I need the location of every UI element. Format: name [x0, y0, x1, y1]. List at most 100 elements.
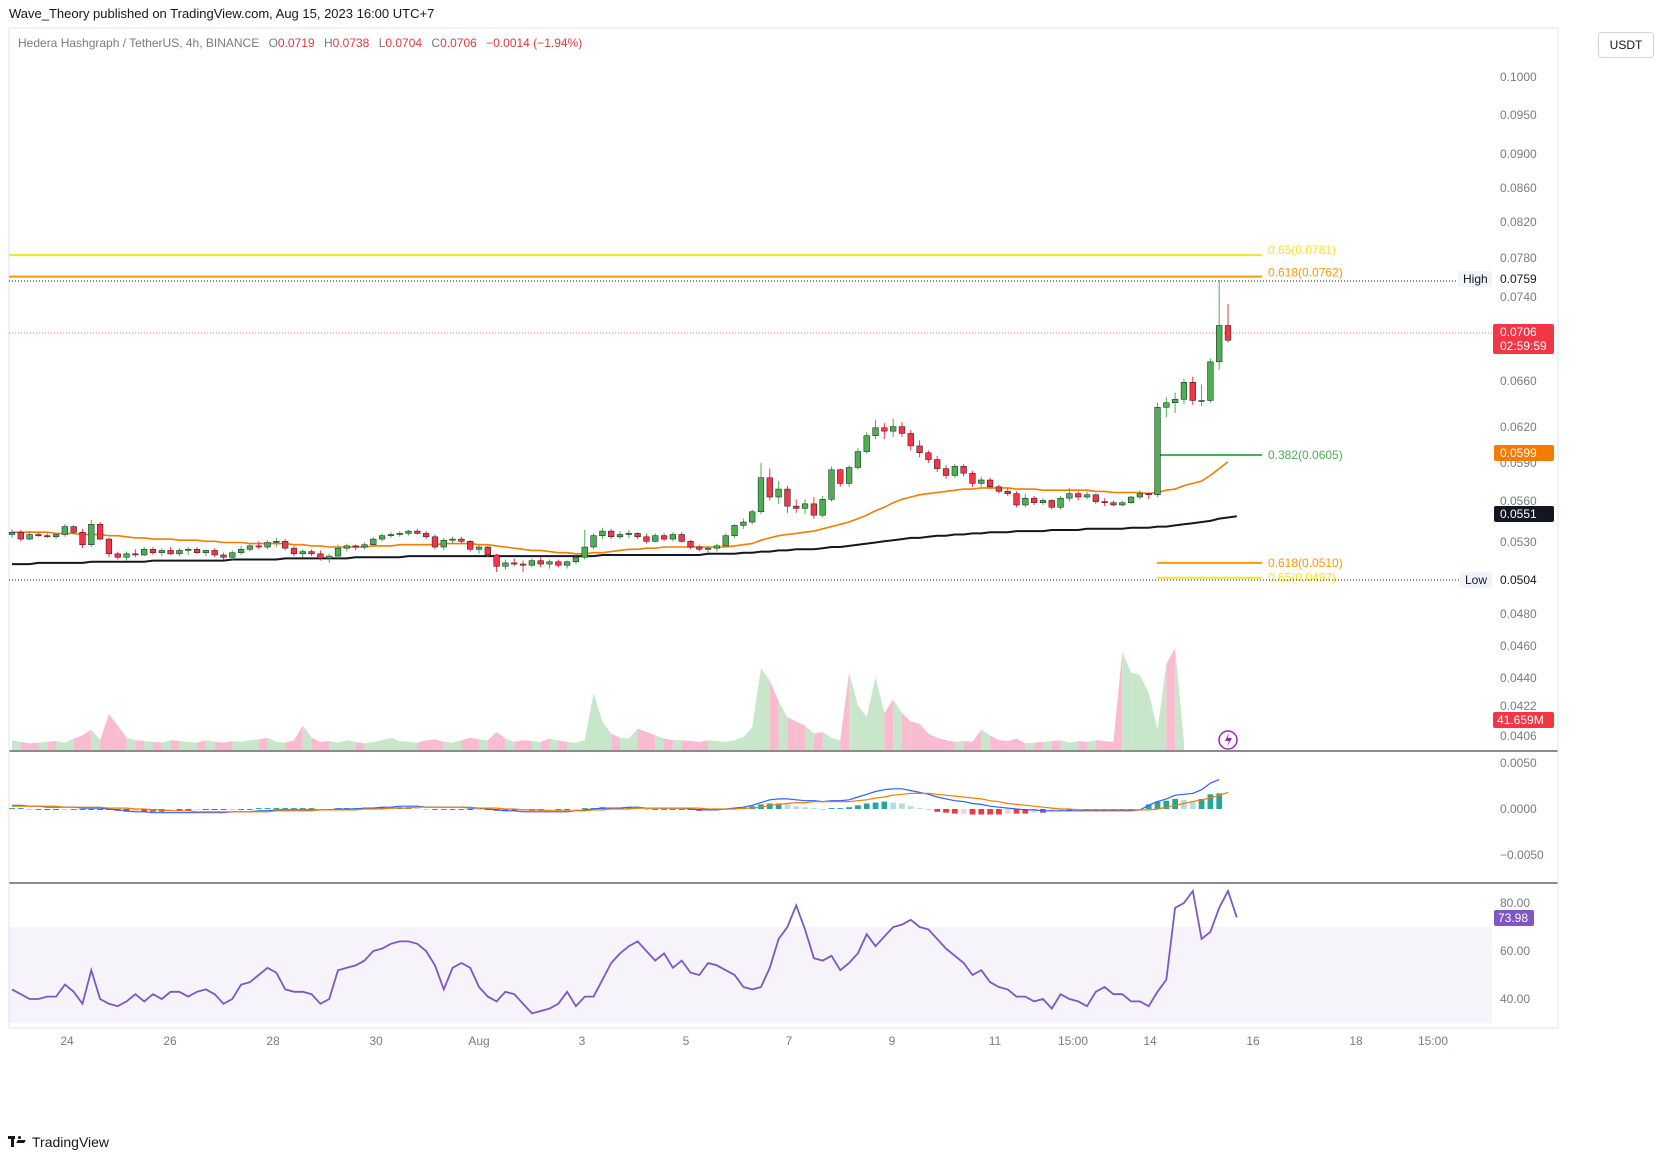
macd-histogram-bar: [264, 808, 271, 810]
macd-histogram-bar: [766, 803, 773, 809]
volume-area-segment: [470, 737, 480, 750]
macd-histogram-bar: [793, 806, 800, 809]
macd-histogram-bar: [423, 809, 430, 810]
volume-area-segment: [223, 741, 233, 750]
macd-histogram-bar: [1172, 798, 1178, 809]
candle-body: [237, 549, 245, 553]
macd-histogram-bar: [916, 808, 923, 810]
macd-axis-tick: −0.0050: [1500, 848, 1544, 862]
macd-histogram-bar: [819, 809, 826, 810]
macd-histogram-bar: [863, 803, 870, 809]
macd-histogram-bar: [194, 809, 200, 810]
volume-area-segment: [1175, 648, 1184, 750]
volume-area-segment: [302, 725, 312, 750]
candle-body: [282, 541, 289, 549]
macd-histogram-bar: [987, 809, 993, 815]
macd-histogram-bar: [960, 809, 967, 814]
symbol-title[interactable]: Hedera Hashgraph / TetherUS, 4h, BINANCE: [18, 36, 260, 50]
macd-histogram-bar: [1066, 809, 1073, 811]
volume-area-segment: [699, 740, 709, 750]
volume-area-segment: [1166, 648, 1176, 750]
macd-histogram-bar: [379, 807, 385, 809]
volume-area-segment: [1104, 741, 1114, 750]
price-axis-tick: 0.0422: [1500, 699, 1537, 713]
price-axis-tick: 0.0820: [1500, 215, 1537, 229]
candle-body: [660, 535, 668, 540]
macd-histogram-bar: [255, 808, 262, 810]
macd-histogram-bar: [1057, 809, 1064, 811]
candle-body: [907, 433, 914, 447]
macd-histogram-bar: [440, 809, 447, 810]
macd-histogram-bar: [581, 808, 588, 810]
price-axis-tick: 0.1000: [1500, 70, 1537, 84]
brand-name[interactable]: TradingView: [32, 1134, 110, 1150]
candle-body: [740, 521, 747, 526]
candle-body: [158, 550, 165, 553]
volume-area-segment: [1060, 740, 1070, 750]
candle-body: [1013, 493, 1020, 506]
volume-area-segment: [716, 741, 726, 750]
candle-body: [1136, 493, 1143, 498]
macd-histogram-bar: [299, 808, 306, 810]
volume-area-segment: [258, 737, 268, 750]
candle-body: [361, 544, 368, 548]
high-price-tag: 0.0759: [1500, 272, 1537, 286]
volume-area-segment: [893, 699, 902, 750]
rsi-axis-tick: 40.00: [1500, 992, 1530, 1006]
volume-area-segment: [161, 740, 171, 750]
volume-area-segment: [637, 728, 647, 750]
fib-level-label: 0.618(0.0762): [1268, 266, 1343, 280]
candle-body: [326, 555, 333, 559]
candle-body: [17, 531, 24, 540]
candle-body: [925, 452, 932, 460]
volume-area-segment: [100, 714, 109, 750]
volume-area-segment: [743, 727, 753, 750]
macd-histogram-bar: [202, 809, 209, 810]
candle-body: [414, 530, 421, 534]
volume-area-segment: [769, 680, 779, 750]
volume-area-segment: [540, 738, 550, 750]
macd-histogram-bar: [855, 805, 861, 809]
volume-area-segment: [593, 692, 603, 750]
candle-body: [546, 561, 553, 565]
volume-area-segment: [329, 741, 339, 750]
candle-body: [854, 451, 862, 468]
currency-button[interactable]: USDT: [1598, 32, 1654, 58]
fib-level-label: 0.382(0.0605): [1268, 448, 1343, 462]
macd-histogram-bar: [141, 809, 148, 812]
time-axis-tick: 28: [266, 1034, 280, 1048]
ema-slow-line: [12, 515, 1237, 566]
volume-area-segment: [1007, 738, 1017, 750]
volume-area-segment: [1078, 741, 1088, 750]
ema-slow-tag-bg: [1494, 506, 1554, 522]
low-label: L: [378, 36, 386, 50]
candle-body: [431, 536, 439, 548]
candle-body: [343, 545, 350, 549]
volume-area-segment: [725, 740, 735, 750]
macd-histogram-bar: [502, 809, 509, 811]
time-axis-tick: 16: [1246, 1034, 1260, 1048]
volume-area-segment: [1157, 664, 1167, 750]
volume-area-segment: [708, 740, 717, 750]
candle-body: [519, 563, 527, 566]
candle-body: [793, 505, 800, 509]
candle-body: [61, 526, 68, 535]
volume-area-segment: [972, 729, 982, 750]
candle-body: [713, 545, 721, 549]
macd-histogram-bar: [1198, 798, 1205, 809]
volume-area-segment: [91, 729, 101, 750]
candle-body: [828, 469, 835, 500]
volume-area-segment: [998, 740, 1008, 750]
candle-body: [1189, 382, 1196, 401]
price-axis-tick: 0.0560: [1500, 494, 1537, 508]
candle-body: [211, 550, 218, 556]
volume-area-segment: [443, 741, 453, 750]
candle-body: [264, 542, 271, 548]
candle-body: [775, 488, 782, 498]
volume-area-segment: [417, 740, 427, 750]
candle-body: [97, 524, 104, 540]
candle-body: [378, 535, 386, 540]
volume-area-segment: [64, 738, 74, 750]
volume-area-segment: [584, 692, 594, 750]
